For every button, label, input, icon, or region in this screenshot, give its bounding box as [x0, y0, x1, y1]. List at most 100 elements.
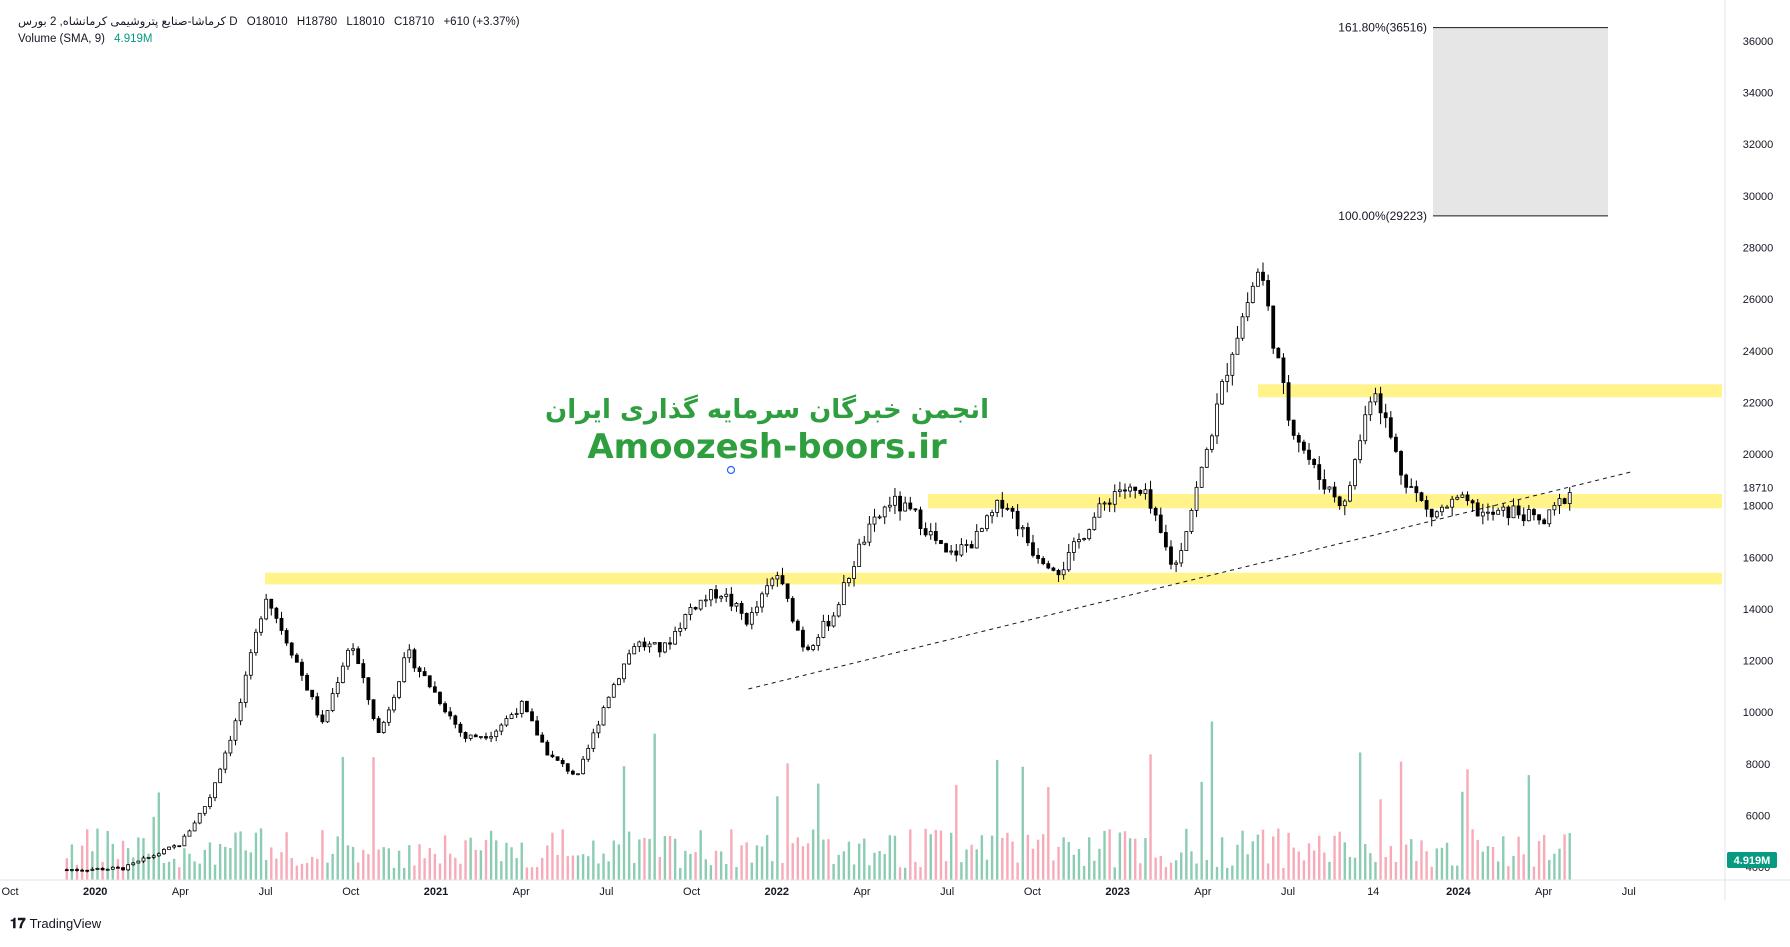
- candle-body: [545, 741, 550, 756]
- candle-body: [223, 752, 228, 770]
- volume-bar: [167, 861, 171, 880]
- volume-bar: [80, 845, 84, 880]
- candle-body: [1516, 505, 1521, 516]
- volume-bar: [1220, 837, 1224, 880]
- candle-body: [1526, 509, 1531, 522]
- x-tick-label: Jul: [1281, 886, 1295, 898]
- candle-body: [1184, 531, 1189, 551]
- volume-bar: [1318, 835, 1321, 880]
- candle-body: [192, 822, 197, 832]
- candle-body: [504, 718, 509, 726]
- candle-body: [1077, 539, 1081, 543]
- candle-body: [305, 674, 309, 691]
- candle-body: [979, 528, 984, 532]
- candle-body: [1133, 486, 1138, 491]
- volume-bar: [367, 854, 370, 880]
- volume-bar: [423, 858, 426, 880]
- volume-indicator-label[interactable]: Volume (SMA, 9): [18, 33, 105, 45]
- volume-bar: [1297, 851, 1300, 880]
- volume-bar: [1415, 860, 1418, 880]
- volume-bar: [1568, 833, 1571, 880]
- volume-bar: [653, 733, 656, 880]
- candle-body: [913, 508, 918, 511]
- y-tick-label: 10000: [1743, 707, 1774, 719]
- volume-bar: [305, 862, 309, 880]
- volume-bar: [1445, 842, 1449, 880]
- volume-bar: [924, 828, 927, 880]
- symbol-name[interactable]: کرماشا-صنایع پتروشیمی کرمانشاه, 2 بورس D: [18, 16, 238, 28]
- x-tick-label: Apr: [1535, 886, 1552, 898]
- y-tick-label: 12000: [1743, 656, 1774, 668]
- y-tick-label: 14000: [1743, 604, 1774, 616]
- candle-body: [1066, 552, 1071, 571]
- volume-bar: [1410, 839, 1413, 880]
- candle-body: [453, 715, 458, 725]
- volume-bar: [1226, 867, 1229, 880]
- candle-body: [709, 589, 713, 601]
- volume-bar: [1323, 852, 1326, 880]
- x-tick-label: Oct: [1024, 886, 1041, 898]
- candle-body: [243, 674, 248, 703]
- volume-bar: [264, 859, 268, 880]
- volume-bar: [1343, 842, 1346, 880]
- candle-body: [637, 641, 642, 647]
- candle-body: [351, 648, 355, 651]
- volume-bar: [571, 855, 575, 880]
- candle-body: [202, 806, 207, 814]
- candle-body: [1281, 357, 1286, 384]
- volume-bar: [893, 835, 897, 880]
- volume-bar: [1036, 839, 1040, 880]
- candle-body: [1025, 527, 1030, 544]
- volume-bar: [500, 861, 503, 880]
- tradingview-logo[interactable]: 𝟏𝟕 TradingView: [10, 915, 101, 932]
- volume-bar: [985, 859, 989, 880]
- volume-bar: [1287, 832, 1290, 880]
- candle-body: [1455, 496, 1460, 500]
- volume-bar: [852, 864, 856, 880]
- candle-body: [1342, 500, 1347, 507]
- candle-body: [1562, 498, 1567, 504]
- candle-body: [1470, 500, 1475, 504]
- candle-body: [1128, 486, 1132, 492]
- candle-body: [535, 720, 540, 736]
- volume-bar: [965, 849, 968, 880]
- x-tick-label: 2022: [765, 886, 789, 898]
- candle-body: [821, 620, 826, 638]
- volume-bar: [740, 845, 743, 880]
- volume-bar: [1512, 855, 1515, 880]
- volume-bar: [224, 846, 227, 880]
- volume-bar: [505, 842, 508, 880]
- candle-body: [770, 578, 775, 587]
- y-tick-label: 34000: [1743, 88, 1774, 100]
- candle-body: [432, 686, 437, 693]
- candle-body: [1511, 505, 1516, 519]
- candle-body: [126, 864, 131, 871]
- candle-body: [478, 736, 483, 738]
- y-tick-label: 36000: [1743, 36, 1774, 48]
- candle-body: [954, 550, 959, 556]
- candle-body: [683, 614, 688, 629]
- candle-body: [233, 720, 238, 741]
- volume-bar: [801, 846, 805, 880]
- candle-body: [75, 869, 79, 871]
- volume-bar: [1348, 856, 1352, 880]
- candle-body: [448, 711, 453, 717]
- volume-bar: [1461, 791, 1464, 880]
- volume-bar: [1548, 859, 1551, 880]
- volume-bar: [326, 862, 329, 880]
- candle-body: [1179, 550, 1184, 564]
- candle-body: [790, 598, 795, 622]
- candle-body: [376, 718, 381, 733]
- candle-body: [908, 502, 913, 510]
- volume-bar: [602, 853, 605, 880]
- candle-body: [1353, 459, 1357, 487]
- volume-bar: [157, 792, 161, 880]
- candle-body: [412, 649, 417, 669]
- volume-bar: [310, 856, 314, 880]
- volume-bar: [1082, 865, 1086, 880]
- candle-body: [1036, 554, 1040, 559]
- candle-body: [208, 797, 212, 808]
- candle-body: [1460, 494, 1465, 498]
